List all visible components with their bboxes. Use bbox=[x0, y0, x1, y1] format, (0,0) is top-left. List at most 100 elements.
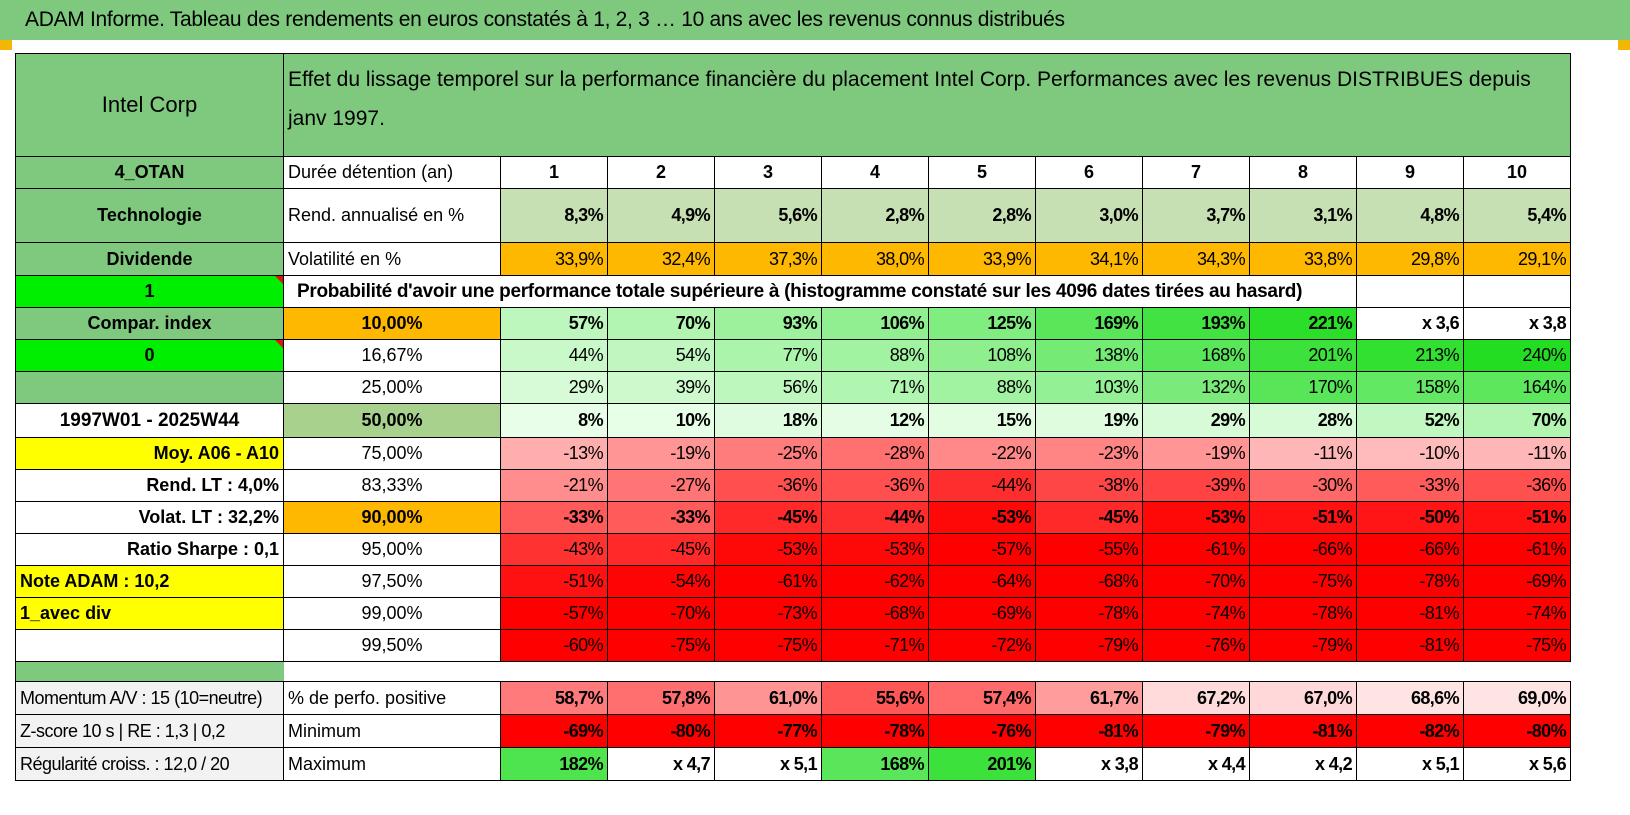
performance-cell: 71% bbox=[821, 371, 929, 404]
performance-cell: 88% bbox=[928, 371, 1036, 404]
performance-cell: -64% bbox=[928, 565, 1036, 598]
annual-return-value: 3,7% bbox=[1142, 188, 1250, 243]
bottom-stat-cell: 57,8% bbox=[607, 681, 715, 715]
bottom-row-label: Minimum bbox=[283, 714, 501, 748]
performance-cell: x 3,6 bbox=[1356, 307, 1464, 340]
annual-return-value: 2,8% bbox=[821, 188, 929, 243]
volatility-value: 33,9% bbox=[500, 242, 608, 276]
bottom-stat-cell: 201% bbox=[928, 747, 1036, 781]
performance-cell: -74% bbox=[1463, 597, 1571, 630]
long-term-return: Rend. LT : 4,0% bbox=[15, 469, 284, 502]
index-flag-zero[interactable]: 0 bbox=[15, 339, 284, 372]
bottom-stat-cell: 58,7% bbox=[500, 681, 608, 715]
index-flag-one[interactable]: 1 bbox=[15, 275, 284, 308]
performance-cell: 125% bbox=[928, 307, 1036, 340]
performance-cell: -54% bbox=[607, 565, 715, 598]
performance-cell: 52% bbox=[1356, 403, 1464, 438]
bottom-stat-cell: 55,6% bbox=[821, 681, 929, 715]
probability-threshold: 16,67% bbox=[283, 339, 501, 372]
volatility-value: 32,4% bbox=[607, 242, 715, 276]
bottom-stat-cell: x 5,1 bbox=[1356, 747, 1464, 781]
performance-cell: -39% bbox=[1142, 469, 1250, 502]
performance-cell: -23% bbox=[1035, 437, 1143, 470]
distribution-type: Dividende bbox=[15, 242, 284, 276]
performance-cell: 28% bbox=[1249, 403, 1357, 438]
performance-cell: -28% bbox=[821, 437, 929, 470]
year-header: 5 bbox=[928, 156, 1036, 189]
sharpe-ratio: Ratio Sharpe : 0,1 bbox=[15, 533, 284, 566]
performance-cell: -74% bbox=[1142, 597, 1250, 630]
performance-cell: 108% bbox=[928, 339, 1036, 372]
annual-return-value: 2,8% bbox=[928, 188, 1036, 243]
empty-cell bbox=[1356, 275, 1464, 308]
performance-cell: -57% bbox=[928, 533, 1036, 566]
performance-cell: -36% bbox=[1463, 469, 1571, 502]
year-header: 2 bbox=[607, 156, 715, 189]
performance-cell: 213% bbox=[1356, 339, 1464, 372]
performance-cell: -36% bbox=[714, 469, 822, 502]
bottom-stat-cell: 67,2% bbox=[1142, 681, 1250, 715]
performance-cell: -45% bbox=[714, 501, 822, 534]
performance-cell: -53% bbox=[1142, 501, 1250, 534]
volatility-value: 29,8% bbox=[1356, 242, 1464, 276]
bottom-stat-cell: -81% bbox=[1035, 714, 1143, 748]
year-header: 10 bbox=[1463, 156, 1571, 189]
bottom-stat-cell: 69,0% bbox=[1463, 681, 1571, 715]
probability-threshold: 99,50% bbox=[283, 629, 501, 662]
description: Effet du lissage temporel sur la perform… bbox=[283, 53, 1571, 157]
performance-cell: -21% bbox=[500, 469, 608, 502]
bottom-stat-cell: -77% bbox=[714, 714, 822, 748]
performance-cell: -51% bbox=[1463, 501, 1571, 534]
performance-cell: 170% bbox=[1249, 371, 1357, 404]
bottom-stat-cell: x 5,6 bbox=[1463, 747, 1571, 781]
performance-cell: 54% bbox=[607, 339, 715, 372]
performance-cell: -71% bbox=[821, 629, 929, 662]
holding-duration-label: Durée détention (an) bbox=[283, 156, 501, 189]
performance-cell: -44% bbox=[928, 469, 1036, 502]
performance-cell: -69% bbox=[928, 597, 1036, 630]
annual-return-value: 4,9% bbox=[607, 188, 715, 243]
performance-cell: -25% bbox=[714, 437, 822, 470]
probability-threshold: 90,00% bbox=[283, 501, 501, 534]
performance-cell: 29% bbox=[1142, 403, 1250, 438]
year-header: 3 bbox=[714, 156, 822, 189]
annual-return-value: 8,3% bbox=[500, 188, 608, 243]
performance-cell: -57% bbox=[500, 597, 608, 630]
performance-cell: 169% bbox=[1035, 307, 1143, 340]
bottom-stat-cell: -81% bbox=[1249, 714, 1357, 748]
bottom-stat-cell: 57,4% bbox=[928, 681, 1036, 715]
probability-threshold: 25,00% bbox=[283, 371, 501, 404]
bottom-stat-cell: x 3,8 bbox=[1035, 747, 1143, 781]
year-header: 7 bbox=[1142, 156, 1250, 189]
performance-cell: 39% bbox=[607, 371, 715, 404]
volatility-value: 33,9% bbox=[928, 242, 1036, 276]
empty-side-cell bbox=[15, 371, 284, 404]
performance-cell: -33% bbox=[1356, 469, 1464, 502]
performance-cell: -53% bbox=[821, 533, 929, 566]
bottom-stat-cell: 68,6% bbox=[1356, 681, 1464, 715]
probability-threshold: 10,00% bbox=[283, 307, 501, 340]
spacer-bar bbox=[15, 661, 284, 682]
performance-cell: -68% bbox=[821, 597, 929, 630]
bottom-stat-cell: x 4,7 bbox=[607, 747, 715, 781]
performance-cell: -68% bbox=[1035, 565, 1143, 598]
performance-cell: -78% bbox=[1035, 597, 1143, 630]
period-range: 1997W01 - 2025W44 bbox=[15, 403, 284, 438]
bottom-stat-cell: -80% bbox=[607, 714, 715, 748]
performance-cell: 193% bbox=[1142, 307, 1250, 340]
performance-cell: 77% bbox=[714, 339, 822, 372]
year-header: 8 bbox=[1249, 156, 1357, 189]
bottom-stat-cell: -82% bbox=[1356, 714, 1464, 748]
performance-cell: -78% bbox=[1249, 597, 1357, 630]
bottom-row-label: Maximum bbox=[283, 747, 501, 781]
performance-cell: -75% bbox=[607, 629, 715, 662]
annual-return-value: 5,4% bbox=[1463, 188, 1571, 243]
performance-cell: 103% bbox=[1035, 371, 1143, 404]
performance-cell: 221% bbox=[1249, 307, 1357, 340]
performance-cell: -11% bbox=[1249, 437, 1357, 470]
performance-cell: -11% bbox=[1463, 437, 1571, 470]
performance-cell: 15% bbox=[928, 403, 1036, 438]
adam-score: Note ADAM : 10,2 bbox=[15, 565, 284, 598]
performance-cell: 164% bbox=[1463, 371, 1571, 404]
performance-cell: -19% bbox=[607, 437, 715, 470]
